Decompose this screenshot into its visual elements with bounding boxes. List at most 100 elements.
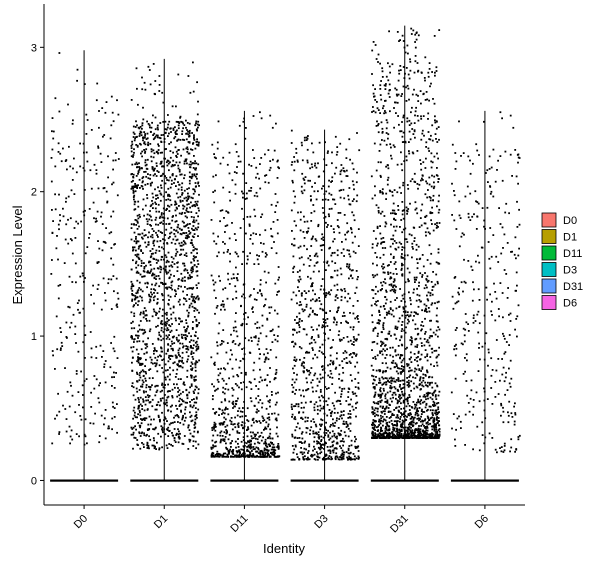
data-point: [65, 159, 68, 161]
data-point: [83, 83, 86, 85]
data-point: [222, 251, 225, 254]
data-point: [168, 222, 171, 225]
data-point: [65, 223, 68, 226]
data-point: [137, 304, 139, 306]
data-point: [341, 289, 343, 292]
data-point: [312, 418, 315, 421]
data-point: [409, 358, 411, 361]
data-point: [230, 277, 233, 280]
data-point: [249, 443, 252, 446]
data-point: [300, 394, 302, 397]
data-point: [253, 194, 256, 197]
data-point: [146, 132, 149, 135]
data-point: [320, 237, 323, 240]
data-point: [225, 446, 227, 449]
data-point: [117, 297, 120, 300]
data-point: [410, 356, 412, 359]
data-point: [195, 386, 198, 389]
data-point: [189, 401, 191, 403]
data-point: [304, 420, 307, 423]
data-point: [421, 174, 424, 177]
data-point: [424, 215, 427, 218]
data-point: [164, 157, 166, 160]
data-point: [415, 312, 418, 315]
data-point: [110, 124, 113, 127]
data-point: [90, 129, 93, 131]
data-point: [255, 299, 258, 301]
data-point: [381, 433, 384, 436]
data-point: [400, 429, 403, 431]
data-point: [345, 426, 348, 428]
data-point: [196, 416, 198, 419]
data-point: [371, 341, 374, 344]
data-point: [395, 397, 397, 400]
data-point: [154, 252, 157, 254]
data-point: [100, 215, 102, 218]
data-point: [267, 450, 270, 452]
data-point: [157, 128, 159, 131]
data-point: [162, 299, 164, 301]
data-point: [294, 418, 297, 421]
data-point: [81, 272, 84, 275]
data-point: [57, 142, 60, 145]
data-point: [194, 418, 197, 421]
data-point: [346, 175, 349, 177]
data-point: [216, 434, 219, 437]
data-point: [328, 438, 331, 441]
data-point: [192, 390, 195, 393]
data-point: [394, 434, 396, 437]
data-point: [137, 356, 139, 358]
data-point: [173, 137, 176, 140]
data-point: [188, 129, 191, 132]
data-point: [303, 447, 306, 450]
data-point: [375, 58, 378, 60]
data-point: [74, 237, 77, 239]
data-point: [396, 428, 398, 431]
data-point: [295, 224, 297, 227]
data-point: [335, 442, 338, 445]
data-point: [242, 452, 244, 455]
data-point: [354, 386, 357, 388]
data-point: [177, 164, 180, 167]
data-point: [350, 227, 352, 229]
data-point: [398, 432, 401, 434]
data-point: [320, 451, 323, 454]
data-point: [389, 261, 392, 263]
data-point: [408, 124, 411, 126]
data-point: [131, 293, 133, 295]
data-point: [374, 326, 377, 329]
data-point: [146, 223, 149, 225]
data-point: [73, 227, 76, 229]
data-point: [416, 417, 419, 420]
data-point: [276, 291, 279, 293]
data-point: [146, 442, 149, 445]
data-point: [182, 240, 185, 242]
data-point: [292, 333, 294, 336]
data-point: [263, 305, 265, 308]
data-point: [310, 426, 313, 429]
data-point: [138, 340, 141, 343]
data-point: [217, 368, 220, 370]
data-point: [162, 267, 165, 270]
data-point: [162, 173, 164, 175]
data-point: [417, 364, 419, 367]
data-point: [142, 176, 145, 178]
data-point: [167, 348, 169, 351]
data-point: [261, 213, 264, 216]
data-point: [331, 430, 334, 433]
data-point: [317, 441, 320, 443]
data-point: [338, 434, 341, 437]
data-point: [198, 141, 200, 144]
data-point: [293, 381, 296, 384]
data-point: [426, 409, 428, 412]
data-point: [259, 283, 262, 286]
data-point: [312, 390, 314, 393]
data-point: [310, 199, 312, 202]
data-point: [379, 350, 381, 353]
data-point: [161, 294, 164, 297]
data-point: [167, 395, 170, 398]
data-point: [138, 245, 141, 248]
data-point: [414, 429, 416, 431]
data-point: [352, 305, 355, 307]
data-point: [137, 272, 140, 274]
